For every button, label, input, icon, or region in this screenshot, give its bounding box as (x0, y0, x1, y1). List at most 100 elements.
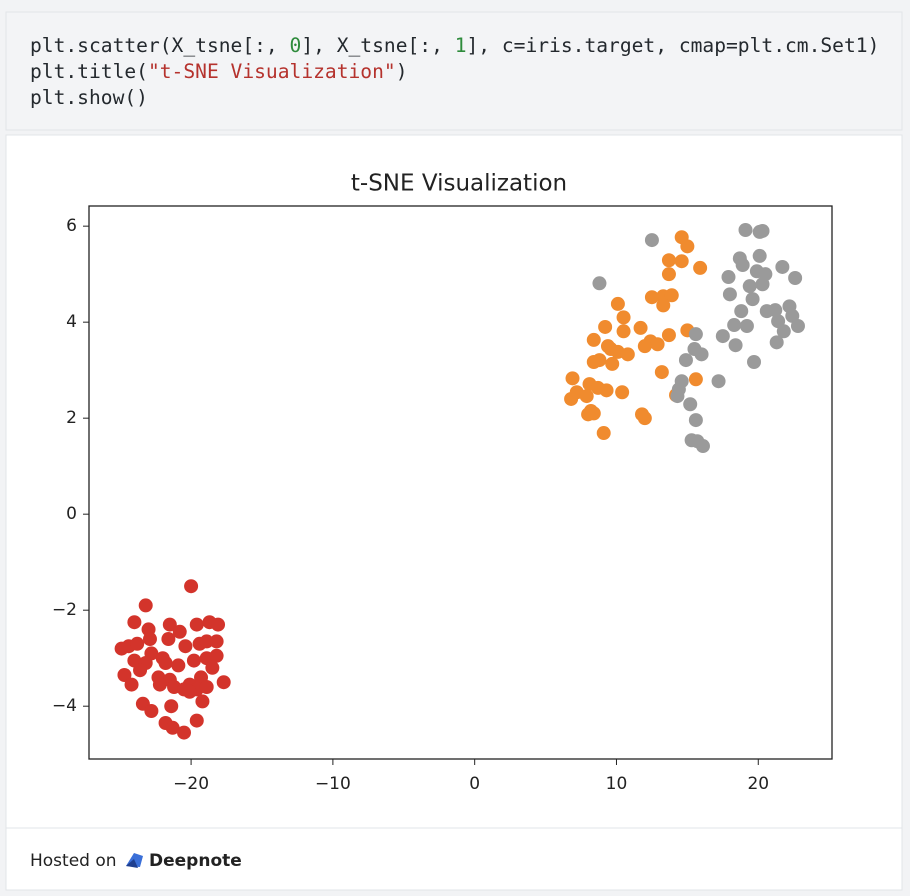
point (596, 426, 611, 441)
x-tick-label: −20 (173, 774, 209, 794)
code-token: 1 (455, 34, 467, 57)
point (694, 347, 709, 362)
point (615, 385, 630, 400)
point (127, 615, 142, 630)
x-tick-label: 20 (747, 774, 769, 794)
brand-label[interactable]: Deepnote (149, 851, 242, 871)
point (586, 355, 601, 370)
y-tick-label: −4 (52, 696, 77, 716)
point (178, 639, 193, 654)
point (164, 699, 179, 714)
point (739, 319, 754, 334)
point (598, 319, 613, 334)
point (693, 260, 708, 275)
point (633, 320, 648, 335)
point (688, 372, 703, 387)
code-token: ) (396, 60, 408, 83)
point (769, 335, 784, 350)
point (678, 353, 693, 368)
point (182, 684, 197, 699)
point (189, 617, 204, 632)
point (205, 660, 220, 675)
code-token: plt.show() (30, 86, 148, 109)
point (728, 338, 743, 353)
point (759, 304, 774, 319)
point (721, 270, 736, 285)
point (654, 365, 669, 380)
point (644, 233, 659, 248)
code-cell (5, 11, 903, 131)
point (117, 667, 132, 682)
code-line: plt.title("t-SNE Visualization") (30, 60, 408, 83)
point (695, 439, 710, 454)
y-tick-label: 4 (66, 312, 77, 332)
point (565, 371, 580, 386)
point (172, 624, 187, 639)
code-token: ], c=iris.target, cmap=plt.cm.Set1) (466, 34, 879, 57)
point (661, 253, 676, 268)
point (581, 407, 596, 422)
point (680, 239, 695, 254)
point (161, 631, 176, 646)
point (144, 703, 159, 718)
hosted-label: Hosted on (30, 851, 117, 871)
point (722, 287, 737, 302)
point (209, 648, 224, 663)
x-tick-label: −10 (315, 774, 351, 794)
footer (5, 827, 903, 891)
point (650, 337, 665, 352)
point (755, 277, 770, 292)
point (592, 276, 607, 291)
x-tick-label: 0 (469, 774, 480, 794)
point (599, 383, 614, 398)
axes-frame (88, 205, 833, 760)
code-token: plt.scatter(X_tsne[:, (30, 34, 290, 57)
point (637, 411, 652, 426)
point (211, 617, 226, 632)
point (616, 324, 631, 339)
point (620, 347, 635, 362)
point (199, 634, 214, 649)
point (162, 617, 177, 632)
point (152, 677, 167, 692)
code-line: plt.show() (30, 86, 148, 109)
point (738, 223, 753, 238)
point (775, 259, 790, 274)
point (661, 267, 676, 282)
point (186, 653, 201, 668)
point (735, 258, 750, 273)
y-tick-label: 0 (66, 504, 77, 524)
point (790, 319, 805, 334)
point (683, 397, 698, 412)
chart-title: t-SNE Visualization (351, 171, 567, 197)
point (138, 598, 153, 613)
code-token: "t-SNE Visualization" (148, 60, 396, 83)
point (171, 658, 186, 673)
point (177, 725, 192, 740)
point (742, 279, 757, 294)
deepnote-logo-shade (126, 859, 138, 868)
y-tick-label: −2 (52, 600, 77, 620)
point (637, 339, 652, 354)
point (564, 391, 579, 406)
point (644, 290, 659, 305)
point (579, 389, 594, 404)
point (747, 355, 762, 370)
point (199, 679, 214, 694)
point (184, 579, 199, 594)
point (158, 655, 173, 670)
point (209, 634, 224, 649)
code-token: ], X_tsne[:, (301, 34, 454, 57)
point (715, 329, 730, 344)
point (133, 663, 148, 678)
point (656, 298, 671, 313)
point (189, 713, 204, 728)
point (688, 413, 703, 428)
point (752, 248, 767, 263)
point (776, 324, 791, 339)
point (586, 332, 601, 347)
point (216, 675, 231, 690)
point (745, 292, 760, 307)
